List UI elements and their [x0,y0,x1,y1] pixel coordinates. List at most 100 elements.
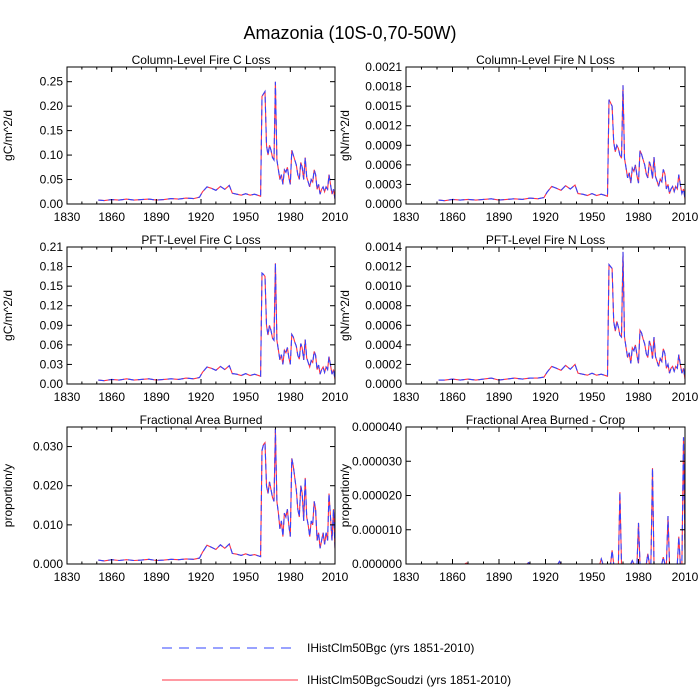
y-tick-label: 0.20 [40,99,64,113]
panel-title: PFT-Level Fire N Loss [486,233,605,247]
y-tick-label: 0.0012 [365,119,402,133]
x-tick-label: 1830 [54,570,81,584]
y-tick-label: 0.0014 [365,240,402,254]
y-axis-label: gC/m^2/d [1,110,15,161]
x-tick-label: 1920 [532,210,559,224]
x-tick-label: 1860 [439,210,466,224]
x-tick-label: 1920 [532,570,559,584]
panel-title: Column-Level Fire N Loss [476,53,615,67]
series-line-ihistclm50bgcsoudzi [98,81,335,202]
y-tick-label: 0.25 [40,75,64,89]
y-tick-label: 0.05 [40,173,64,187]
x-tick-label: 1980 [277,390,304,404]
panel-title: Fractional Area Burned - Crop [466,413,626,427]
y-tick-label: 0.0004 [365,338,402,352]
y-axis-label: gN/m^2/d [338,110,352,161]
panel-title: Column-Level Fire C Loss [132,53,271,67]
panel-4: 1830 1860 1890 1920 1950 1980 2010 0.0000 0.0002… [338,233,699,404]
y-tick-label: 0.000020 [352,489,402,503]
y-tick-label: 0.10 [40,148,64,162]
plot-frame [405,426,686,565]
y-tick-label: 0.0000 [365,197,402,211]
y-tick-label: 0.00 [40,197,64,211]
y-tick-label: 0.000010 [352,523,402,537]
panel-2: 1830 1860 1890 1920 1950 1980 2010 0.0000 0.0003… [338,53,699,224]
x-tick-label: 1980 [277,570,304,584]
y-tick-label: 0.0012 [365,260,402,274]
x-tick-label: 1860 [439,390,466,404]
plot-frame [66,426,336,565]
y-tick-label: 0.000 [33,557,63,571]
y-tick-label: 0.0003 [365,177,402,191]
figure-title: Amazonia (10S-0,70-50W) [243,23,456,43]
y-tick-label: 0.09 [40,318,64,332]
legend: IHistClm50Bgc (yrs 1851-2010) IHistClm50… [162,641,511,687]
x-tick-label: 1950 [579,570,606,584]
series-line-ihistclm50bgcsoudzi [438,85,685,202]
panel-6: 1830 1860 1890 1920 1950 1980 2010 0.000000 0.00… [338,413,699,584]
x-tick-label: 1950 [232,390,259,404]
x-tick-label: 1950 [579,390,606,404]
series-line-ihistclm50bgcsoudzi [438,251,685,381]
y-tick-label: 0.0008 [365,299,402,313]
y-axis-label: proportion/y [1,464,15,527]
y-tick-label: 0.030 [33,440,63,454]
series-line-ihistclm50bgcsoudzi [98,263,335,382]
x-tick-label: 1830 [393,210,420,224]
series-line-ihistclm50bgcsoudzi [438,437,685,564]
x-tick-label: 1950 [232,210,259,224]
x-tick-label: 1980 [277,210,304,224]
x-tick-label: 1920 [188,210,215,224]
x-tick-label: 1830 [393,570,420,584]
x-tick-label: 1920 [532,390,559,404]
y-tick-label: 0.000000 [352,557,402,571]
series-line-ihistclm50bgc [98,81,335,202]
x-tick-label: 1860 [98,570,125,584]
plot-frame [405,66,686,205]
x-tick-label: 1830 [393,390,420,404]
x-tick-label: 1950 [232,570,259,584]
y-tick-label: 0.0015 [365,99,402,113]
legend-label-ihistclm50bgc: IHistClm50Bgc (yrs 1851-2010) [307,641,474,655]
x-tick-label: 1980 [625,570,652,584]
x-tick-label: 1890 [143,570,170,584]
y-tick-label: 0.06 [40,338,64,352]
y-tick-label: 0.0010 [365,279,402,293]
x-tick-label: 1860 [98,210,125,224]
series-line-ihistclm50bgc [438,251,685,381]
x-tick-label: 2010 [672,570,699,584]
y-tick-label: 0.0006 [365,158,402,172]
panel-title: Fractional Area Burned [140,413,263,427]
x-tick-label: 1890 [143,390,170,404]
series-line-ihistclm50bgc [438,85,685,202]
y-tick-label: 0.000040 [352,420,402,434]
series-line-ihistclm50bgc [438,437,685,564]
y-tick-label: 0.21 [40,240,64,254]
y-tick-label: 0.12 [40,299,64,313]
panel-5: 1830 1860 1890 1920 1950 1980 2010 0.000 0.010 0.… [1,413,349,584]
x-tick-label: 2010 [322,390,349,404]
x-tick-label: 2010 [672,390,699,404]
x-tick-label: 2010 [672,210,699,224]
y-tick-label: 0.15 [40,124,64,138]
panel-1: 1830 1860 1890 1920 1950 1980 2010 0.00 0.05 0.10… [1,53,349,224]
panel-title: PFT-Level Fire C Loss [141,233,260,247]
y-tick-label: 0.020 [33,479,63,493]
x-tick-label: 1980 [625,210,652,224]
y-axis-label: gN/m^2/d [338,290,352,341]
y-tick-label: 0.0009 [365,138,402,152]
y-axis-label: gC/m^2/d [1,290,15,341]
x-tick-label: 1980 [625,390,652,404]
y-tick-label: 0.010 [33,518,63,532]
x-tick-label: 1830 [54,210,81,224]
x-tick-label: 1890 [486,210,513,224]
y-tick-label: 0.0002 [365,357,402,371]
y-tick-label: 0.0021 [365,60,402,74]
x-tick-label: 1860 [98,390,125,404]
y-tick-label: 0.0018 [365,80,402,94]
x-tick-label: 1950 [579,210,606,224]
x-tick-label: 1830 [54,390,81,404]
plot-frame [405,246,686,385]
x-tick-label: 1890 [143,210,170,224]
